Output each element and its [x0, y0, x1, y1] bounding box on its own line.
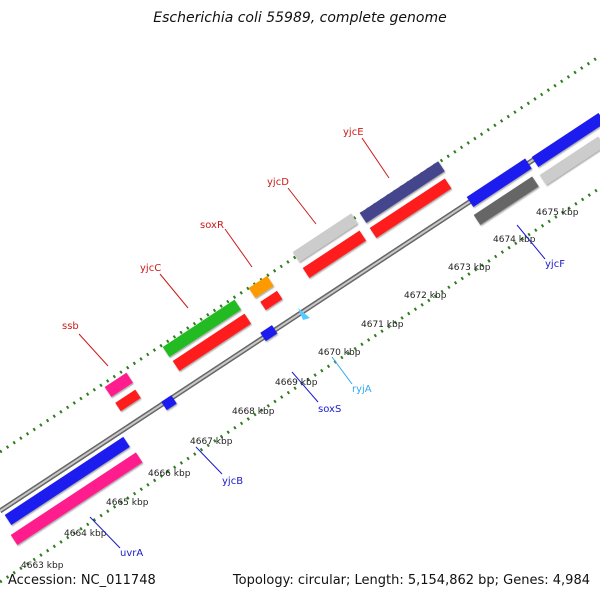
feature-bar: [369, 178, 452, 239]
feature-bar: [473, 176, 539, 226]
leader-line: [224, 228, 253, 268]
gene-label-yjcD[interactable]: yjcD: [267, 177, 289, 188]
feature-ssb-reverse[interactable]: [115, 389, 141, 412]
feature-bar: [260, 290, 283, 311]
feature-bar: [531, 112, 600, 168]
ruler-label: 4674 kbp: [493, 235, 536, 245]
leader-line: [516, 224, 546, 260]
genome-stats-text: Topology: circular; Length: 5,154,862 bp…: [232, 573, 590, 588]
feature-uvrA-reverse[interactable]: [10, 452, 143, 546]
feature-forward-blue-3[interactable]: [466, 158, 532, 208]
ruler-label: 4669 kbp: [275, 378, 318, 388]
feature-bar: [162, 299, 242, 358]
feature-bar: [161, 395, 177, 411]
feature-uvrA-forward[interactable]: [4, 436, 130, 526]
gene-label-yjcC[interactable]: yjcC: [140, 263, 161, 274]
leader-line: [361, 137, 390, 179]
feature-reverse-grey-2[interactable]: [539, 136, 600, 186]
feature-bar: [466, 158, 532, 208]
feature-soxS[interactable]: [260, 325, 278, 342]
feature-bar: [359, 161, 445, 224]
leader-line: [287, 187, 317, 225]
feature-bar: [302, 230, 367, 279]
feature-bar: [172, 313, 252, 372]
ruler-label: 4672 kbp: [404, 291, 447, 301]
ruler-label: 4675 kbp: [536, 208, 579, 218]
feature-bar: [539, 136, 600, 186]
gene-label-yjcE[interactable]: yjcE: [343, 127, 364, 138]
feature-bar: [104, 372, 134, 398]
leader-line: [195, 446, 223, 475]
leader-line: [291, 371, 319, 403]
accession-text: Accession: NC_011748: [8, 573, 156, 588]
feature-soxR-forward[interactable]: [248, 275, 274, 299]
feature-bar: [4, 436, 130, 526]
ruler-label: 4668 kbp: [232, 407, 275, 417]
ruler-label: 4667 kbp: [190, 437, 233, 447]
ruler-label: 4673 kbp: [448, 263, 491, 273]
feature-yjcD-reverse[interactable]: [302, 230, 367, 279]
feature-ssb-forward[interactable]: [104, 372, 134, 398]
ruler-label: 4666 kbp: [148, 469, 191, 479]
ruler-label: 4663 kbp: [21, 561, 64, 571]
map-title: Escherichia coli 55989, complete genome: [153, 10, 447, 26]
gene-label-yjcF[interactable]: yjcF: [545, 259, 565, 270]
ruler-label: 4665 kbp: [106, 498, 149, 508]
gene-label-ssb[interactable]: ssb: [62, 321, 79, 332]
feature-yjcC-reverse[interactable]: [172, 313, 252, 372]
feature-bar: [10, 452, 143, 546]
feature-ryjA[interactable]: [298, 308, 310, 320]
feature-soxR-reverse[interactable]: [260, 290, 283, 311]
feature-yjcF[interactable]: [473, 176, 539, 226]
leader-line: [78, 333, 109, 367]
feature-bar: [248, 275, 274, 299]
gene-label-soxR[interactable]: soxR: [200, 220, 224, 231]
leader-line: [159, 273, 189, 309]
gene-label-yjcB[interactable]: yjcB: [222, 476, 243, 487]
feature-yjcE-forward[interactable]: [359, 161, 445, 224]
gene-label-uvrA[interactable]: uvrA: [120, 548, 143, 559]
ruler-label: 4670 kbp: [318, 348, 361, 358]
feature-yjcB[interactable]: [161, 395, 177, 411]
feature-bar: [292, 213, 358, 263]
ruler-label: 4671 kbp: [361, 320, 404, 330]
ruler-label: 4664 kbp: [64, 529, 107, 539]
feature-forward-blue-4[interactable]: [531, 112, 600, 168]
feature-yjcC-forward[interactable]: [162, 299, 242, 358]
feature-yjcE-reverse[interactable]: [369, 178, 452, 239]
leader-line: [331, 356, 353, 385]
leader-line: [89, 516, 121, 549]
feature-bar: [260, 325, 278, 342]
gene-label-soxS[interactable]: soxS: [318, 404, 341, 415]
gene-label-ryjA[interactable]: ryjA: [352, 384, 372, 395]
feature-bar: [115, 389, 141, 412]
feature-yjcD-forward[interactable]: [292, 213, 358, 263]
